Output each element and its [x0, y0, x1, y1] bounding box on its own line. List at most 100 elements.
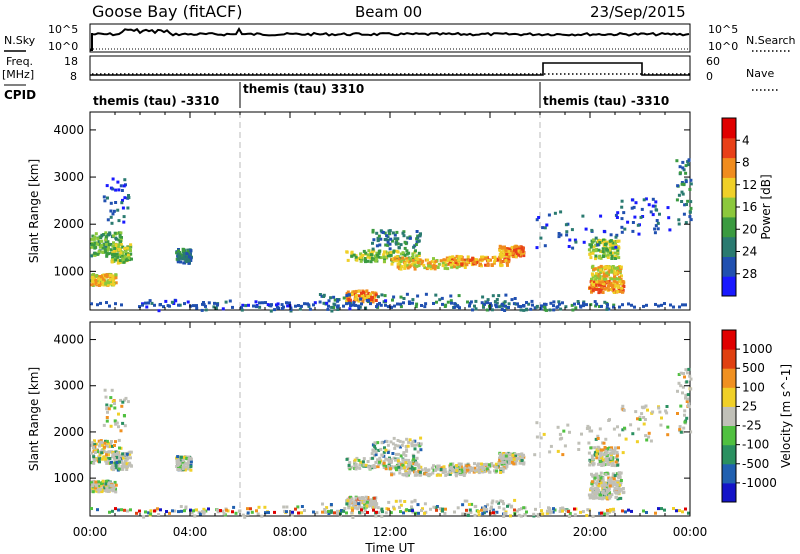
data-cell — [114, 453, 118, 456]
data-cell — [100, 490, 104, 494]
data-cell — [100, 451, 104, 455]
data-cell — [522, 308, 526, 312]
data-cell — [100, 482, 103, 485]
data-cell — [614, 460, 618, 464]
data-cell — [598, 290, 602, 294]
data-cell — [181, 247, 185, 251]
data-cell — [541, 512, 545, 516]
data-cell — [104, 235, 108, 239]
data-cell — [370, 256, 374, 260]
data-cell — [608, 509, 612, 513]
data-cell — [598, 479, 602, 483]
data-cell — [517, 249, 521, 253]
data-cell — [666, 425, 670, 429]
data-cell — [410, 500, 414, 504]
data-cell — [382, 466, 386, 469]
data-cell — [415, 264, 419, 268]
data-cell — [592, 268, 596, 271]
data-cell — [124, 458, 128, 462]
data-cell — [684, 171, 688, 175]
data-cell — [496, 464, 500, 468]
data-cell — [486, 263, 490, 267]
colorbar-tick-label: 25 — [742, 399, 757, 413]
data-cell — [621, 284, 625, 288]
data-cell — [547, 506, 550, 510]
colorbar-tick-label: -25 — [742, 419, 762, 433]
data-cell — [593, 476, 597, 480]
data-cell — [455, 464, 459, 467]
data-cell — [504, 466, 508, 470]
data-cell — [377, 448, 381, 452]
data-cell — [122, 462, 126, 466]
data-cell — [535, 421, 539, 425]
data-cell — [349, 465, 353, 469]
data-cell — [348, 307, 352, 311]
x-tick-label: 08:00 — [273, 525, 308, 539]
data-cell — [429, 472, 433, 476]
data-cell — [399, 510, 402, 514]
data-cell — [377, 511, 381, 515]
data-cell — [90, 507, 93, 511]
data-cell — [214, 306, 218, 310]
data-cell — [413, 439, 417, 443]
data-cell — [391, 231, 395, 235]
data-cell — [90, 302, 93, 306]
data-cell — [505, 464, 509, 468]
nsearch-tick-bottom: 10^0 — [708, 40, 738, 53]
data-cell — [108, 445, 112, 448]
data-cell — [660, 507, 663, 511]
data-cell — [91, 280, 95, 284]
data-cell — [644, 197, 648, 201]
data-cell — [94, 486, 98, 490]
data-cell — [376, 253, 380, 257]
data-cell — [687, 511, 690, 515]
data-cell — [615, 233, 619, 237]
data-cell — [677, 218, 681, 222]
data-cell — [446, 473, 450, 476]
data-cell — [94, 232, 98, 236]
data-cell — [610, 287, 614, 291]
data-cell — [510, 504, 514, 508]
data-cell — [165, 510, 168, 514]
data-cell — [111, 187, 115, 191]
data-cell — [192, 509, 195, 513]
data-cell — [432, 257, 435, 261]
data-cell — [342, 296, 346, 300]
data-cell — [92, 282, 96, 286]
data-cell — [599, 471, 603, 475]
data-cell — [475, 260, 479, 264]
data-cell — [300, 304, 303, 308]
data-cell — [105, 273, 109, 277]
data-cell — [617, 471, 621, 475]
data-cell — [114, 273, 118, 277]
data-cell — [616, 286, 620, 289]
data-cell — [601, 270, 605, 274]
data-cell — [373, 441, 377, 445]
data-cell — [91, 446, 95, 450]
data-cell — [98, 453, 102, 457]
data-cell — [116, 464, 120, 468]
data-cell — [612, 482, 615, 486]
data-cell — [599, 256, 603, 260]
data-cell — [395, 239, 399, 243]
data-cell — [463, 469, 467, 473]
data-cell — [624, 437, 628, 441]
data-cell — [490, 505, 493, 509]
data-cell — [442, 258, 446, 262]
data-cell — [504, 512, 508, 515]
data-cell — [384, 467, 388, 471]
data-cell — [470, 261, 474, 265]
data-cell — [600, 484, 604, 488]
data-cell — [595, 276, 599, 280]
data-cell — [350, 251, 354, 255]
data-cell — [405, 449, 409, 453]
data-cell — [602, 229, 606, 233]
data-cell — [595, 496, 599, 500]
data-cell — [585, 303, 588, 307]
data-cell — [102, 195, 106, 199]
data-cell — [350, 506, 354, 510]
data-cell — [114, 490, 118, 494]
data-cell — [640, 412, 644, 416]
data-cell — [507, 305, 510, 309]
